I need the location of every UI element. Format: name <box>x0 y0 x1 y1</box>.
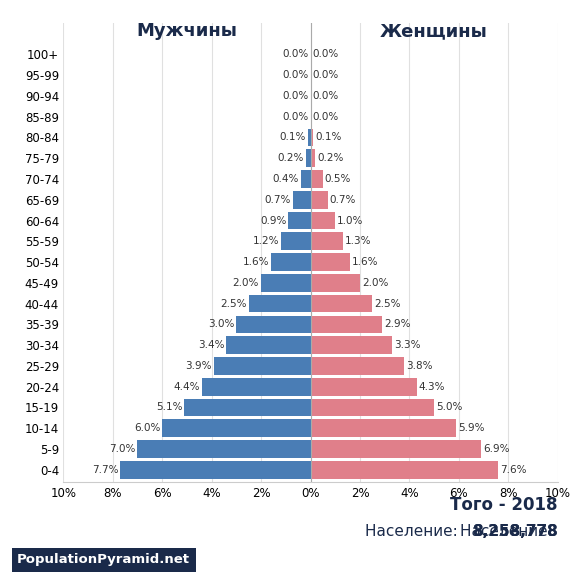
Text: 7.7%: 7.7% <box>91 465 118 475</box>
Text: 1.3%: 1.3% <box>344 236 371 246</box>
Bar <box>202 378 310 396</box>
Text: 5.9%: 5.9% <box>458 423 485 433</box>
Text: 6.0%: 6.0% <box>134 423 160 433</box>
Text: 0.0%: 0.0% <box>282 112 309 121</box>
Text: 1.0%: 1.0% <box>337 216 363 225</box>
Text: 0.7%: 0.7% <box>265 195 291 205</box>
Bar <box>310 128 313 146</box>
Bar <box>281 232 310 250</box>
Bar <box>271 253 310 271</box>
Bar <box>301 170 311 188</box>
Bar <box>137 440 310 458</box>
Text: 8,258,778: 8,258,778 <box>472 524 558 539</box>
Bar <box>310 336 392 354</box>
Bar <box>288 211 310 229</box>
Text: 2.5%: 2.5% <box>220 299 247 309</box>
Text: Население:: Население: <box>365 524 463 539</box>
Text: PopulationPyramid.net: PopulationPyramid.net <box>17 554 190 566</box>
Text: 0.2%: 0.2% <box>277 153 304 163</box>
Bar <box>293 191 310 209</box>
Bar <box>310 149 316 167</box>
Text: Мужчины: Мужчины <box>136 22 237 40</box>
Text: 1.6%: 1.6% <box>352 257 378 267</box>
Bar <box>214 357 310 375</box>
Bar <box>310 232 343 250</box>
Text: 0.2%: 0.2% <box>317 153 344 163</box>
Text: 4.4%: 4.4% <box>173 382 200 392</box>
Text: 8,258,778: 8,258,778 <box>472 524 558 539</box>
Bar <box>308 128 311 146</box>
Bar <box>261 274 310 292</box>
Bar <box>310 315 382 333</box>
Bar <box>310 461 499 479</box>
Text: 0.4%: 0.4% <box>272 174 298 184</box>
Bar <box>310 274 360 292</box>
Text: 3.3%: 3.3% <box>394 340 420 350</box>
Text: 0.0%: 0.0% <box>312 91 339 101</box>
Bar <box>248 295 310 313</box>
Bar <box>120 461 311 479</box>
Text: 0.0%: 0.0% <box>312 70 339 80</box>
Bar <box>310 211 335 229</box>
Text: 6.9%: 6.9% <box>483 444 509 454</box>
Bar <box>305 149 310 167</box>
Text: 2.9%: 2.9% <box>384 320 411 329</box>
Bar <box>310 253 350 271</box>
Bar <box>236 315 310 333</box>
Text: 7.0%: 7.0% <box>109 444 136 454</box>
Text: 0.0%: 0.0% <box>282 49 309 59</box>
Text: 2.0%: 2.0% <box>233 278 259 288</box>
Text: 0.0%: 0.0% <box>312 49 339 59</box>
Text: 0.9%: 0.9% <box>260 216 286 225</box>
Text: 2.0%: 2.0% <box>362 278 388 288</box>
Bar <box>310 440 481 458</box>
Bar <box>310 295 373 313</box>
Bar <box>310 357 404 375</box>
Bar <box>185 399 310 417</box>
Text: 3.8%: 3.8% <box>407 361 433 371</box>
Text: 0.0%: 0.0% <box>282 91 309 101</box>
Text: 2.5%: 2.5% <box>374 299 401 309</box>
Bar <box>162 419 310 437</box>
Text: 3.0%: 3.0% <box>208 320 235 329</box>
Text: Женщины: Женщины <box>380 22 488 40</box>
Text: Того - 2018: Того - 2018 <box>450 496 558 514</box>
Text: 5.0%: 5.0% <box>436 403 462 413</box>
Bar <box>310 399 434 417</box>
Bar <box>310 378 417 396</box>
Text: Население:: Население: <box>460 524 558 539</box>
Text: 0.5%: 0.5% <box>325 174 351 184</box>
Bar <box>227 336 310 354</box>
Text: 4.3%: 4.3% <box>419 382 445 392</box>
Text: 1.2%: 1.2% <box>252 236 279 246</box>
Text: 0.7%: 0.7% <box>330 195 356 205</box>
Text: 0.1%: 0.1% <box>279 132 306 142</box>
Bar <box>310 170 323 188</box>
Text: 0.1%: 0.1% <box>315 132 342 142</box>
Bar <box>310 191 328 209</box>
Text: 0.0%: 0.0% <box>282 70 309 80</box>
Text: 7.6%: 7.6% <box>500 465 527 475</box>
Text: 5.1%: 5.1% <box>156 403 182 413</box>
Text: 1.6%: 1.6% <box>243 257 269 267</box>
Text: 3.4%: 3.4% <box>198 340 224 350</box>
Text: 0.0%: 0.0% <box>312 112 339 121</box>
Bar <box>310 419 457 437</box>
Text: 3.9%: 3.9% <box>186 361 212 371</box>
